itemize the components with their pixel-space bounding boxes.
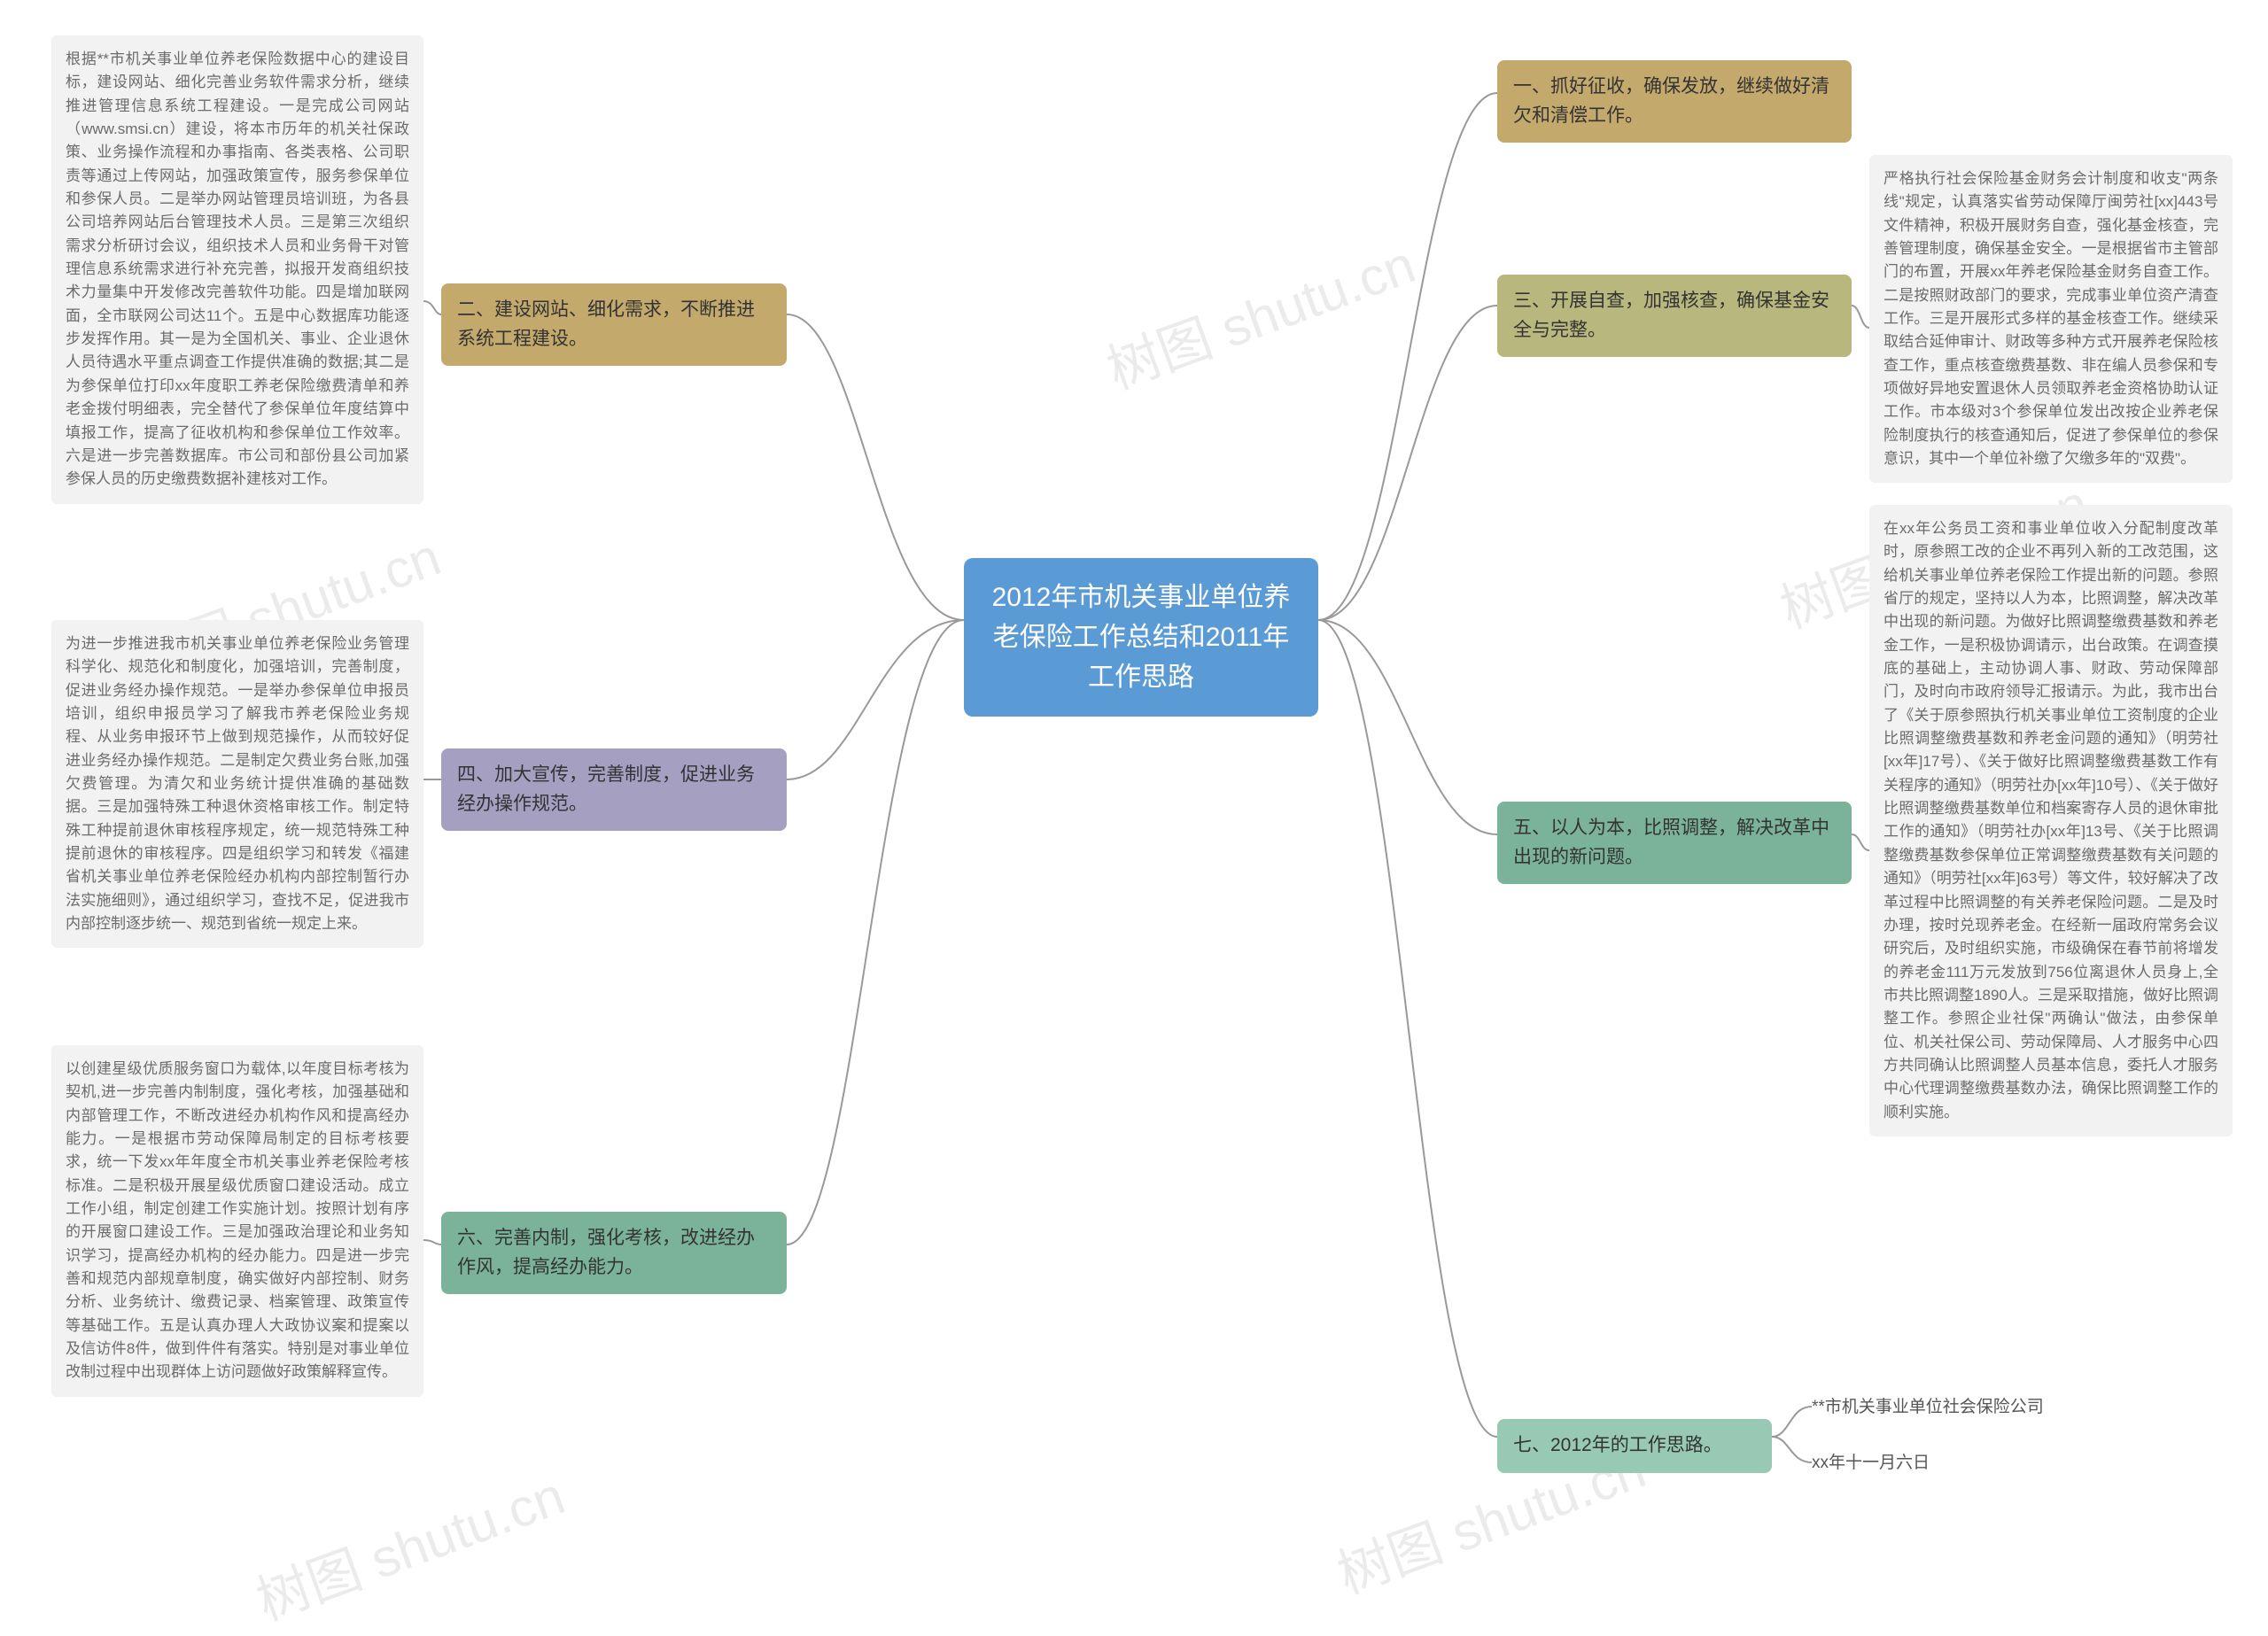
watermark: 树图 shutu.cn (1095, 221, 1424, 404)
branch-node-6[interactable]: 六、完善内制，强化考核，改进经办作风，提高经办能力。 (441, 1212, 787, 1294)
watermark: 树图 shutu.cn (245, 1453, 573, 1635)
branch-node-3[interactable]: 三、开展自查，加强核查，确保基金安全与完整。 (1497, 275, 1852, 357)
center-node[interactable]: 2012年市机关事业单位养老保险工作总结和2011年工作思路 (964, 558, 1318, 717)
branch-node-1[interactable]: 一、抓好征收，确保发放，继续做好清欠和清偿工作。 (1497, 60, 1852, 143)
branch-4-detail: 为进一步推进我市机关事业单位养老保险业务管理科学化、规范化和制度化，加强培训，完… (51, 620, 423, 948)
branch-node-5[interactable]: 五、以人为本，比照调整，解决改革中出现的新问题。 (1497, 802, 1852, 884)
branch-node-4[interactable]: 四、加大宣传，完善制度，促进业务经办操作规范。 (441, 748, 787, 831)
branch-7-leaf-1: **市机关事业单位社会保险公司 (1812, 1395, 2044, 1421)
branch-6-detail: 以创建星级优质服务窗口为载体,以年度目标考核为契机,进一步完善内制制度，强化考核… (51, 1045, 423, 1397)
branch-3-detail: 严格执行社会保险基金财务会计制度和收支"两条线"规定，认真落实省劳动保障厅闽劳社… (1869, 155, 2233, 483)
branch-2-detail: 根据**市机关事业单位养老保险数据中心的建设目标，建设网站、细化完善业务软件需求… (51, 35, 423, 504)
branch-5-detail: 在xx年公务员工资和事业单位收入分配制度改革时，原参照工改的企业不再列入新的工改… (1869, 505, 2233, 1136)
branch-node-2[interactable]: 二、建设网站、细化需求，不断推进系统工程建设。 (441, 283, 787, 366)
branch-node-7[interactable]: 七、2012年的工作思路。 (1497, 1419, 1772, 1473)
branch-7-leaf-2: xx年十一月六日 (1812, 1451, 1930, 1477)
